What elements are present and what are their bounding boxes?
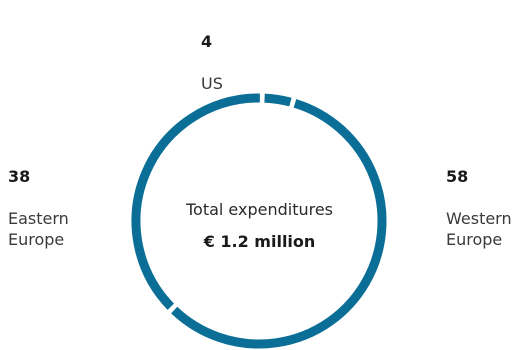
slice-name-us: US xyxy=(201,74,223,93)
donut-slices xyxy=(131,93,387,349)
center-total: € 1.2 million xyxy=(203,232,316,251)
slice-us xyxy=(264,93,292,107)
slice-value-us: 4 xyxy=(201,32,213,51)
slice-western-europe xyxy=(171,99,387,349)
slice-value-western-europe: 58 xyxy=(446,167,469,186)
center-caption: Total expenditures xyxy=(185,200,334,219)
slice-label-western-europe: 58 Western Europe xyxy=(446,145,516,271)
slice-label-us: 4 US xyxy=(201,10,223,115)
slice-value-eastern-europe: 38 xyxy=(8,167,31,186)
slice-name-western-europe: Western Europe xyxy=(446,209,512,249)
slice-name-eastern-europe: Eastern Europe xyxy=(8,209,69,249)
slice-label-eastern-europe: 38 Eastern Europe xyxy=(8,145,78,271)
slice-eastern-europe xyxy=(131,93,260,310)
